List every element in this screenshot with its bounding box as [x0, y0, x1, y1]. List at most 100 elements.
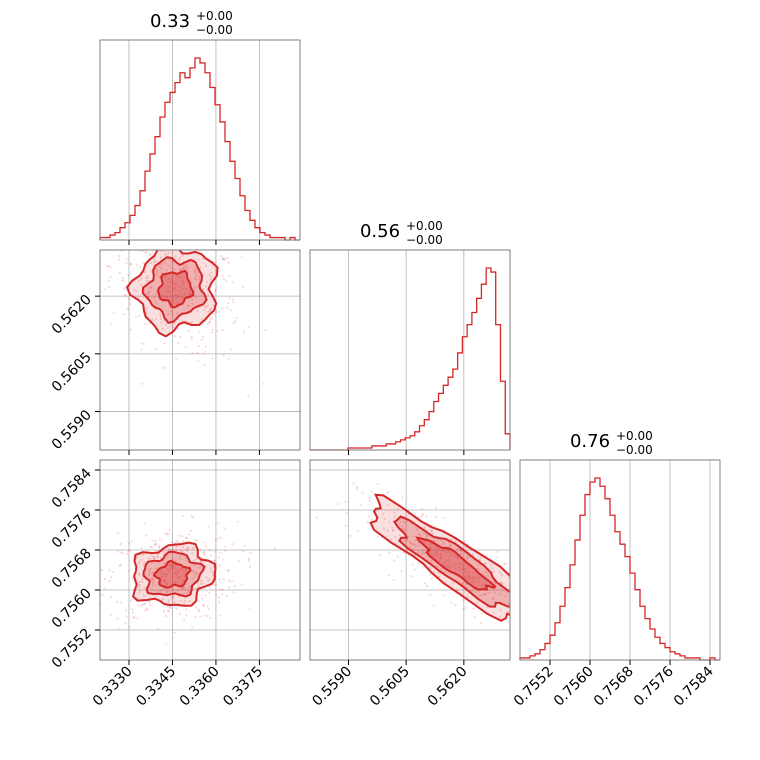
- scatter-point: [221, 593, 224, 596]
- scatter-point: [127, 569, 131, 573]
- x-tick-label: 0.3330: [90, 664, 136, 710]
- scatter-point: [376, 482, 379, 485]
- scatter-point: [137, 604, 140, 607]
- scatter-point: [156, 233, 158, 235]
- x-tick-label: 0.5620: [425, 664, 471, 710]
- scatter-point: [344, 524, 348, 527]
- scatter-point: [352, 482, 355, 485]
- scatter-point: [117, 254, 121, 258]
- scatter-point: [181, 268, 184, 271]
- scatter-point: [465, 570, 468, 573]
- scatter-point: [127, 296, 130, 299]
- scatter-point: [396, 508, 399, 511]
- scatter-point: [165, 591, 168, 594]
- x-tick-label: 0.7560: [551, 664, 597, 710]
- scatter-point: [137, 279, 140, 282]
- scatter-point: [210, 272, 213, 275]
- scatter-point: [382, 512, 385, 515]
- y-tick-label: 0.7584: [49, 465, 95, 511]
- scatter-point: [170, 267, 173, 270]
- contour-level: [125, 250, 219, 338]
- scatter-point: [222, 558, 225, 561]
- scatter-point: [224, 549, 227, 552]
- scatter-point: [471, 553, 474, 556]
- scatter-point: [126, 307, 129, 311]
- scatter-point: [213, 313, 216, 316]
- scatter-point: [167, 285, 170, 288]
- scatter-point: [393, 511, 396, 514]
- scatter-point: [175, 607, 178, 610]
- scatter-point: [175, 283, 178, 286]
- scatter-point: [185, 537, 188, 540]
- scatter-point: [122, 287, 126, 291]
- scatter-point: [183, 217, 185, 219]
- scatter-point: [136, 617, 139, 620]
- scatter-point: [451, 581, 454, 584]
- scatter-point: [212, 570, 215, 574]
- scatter-point: [173, 572, 176, 575]
- scatter-point: [402, 551, 405, 554]
- scatter-point: [430, 559, 433, 562]
- scatter-point: [145, 279, 148, 282]
- scatter-point: [230, 348, 233, 351]
- panel-frame: [519, 459, 721, 661]
- scatter-point: [135, 290, 138, 293]
- scatter-point: [176, 327, 179, 330]
- scatter-point: [171, 589, 175, 592]
- scatter-point: [120, 601, 123, 604]
- scatter-point: [189, 292, 192, 296]
- scatter-point: [425, 585, 429, 588]
- scatter-point: [108, 580, 111, 583]
- scatter-point: [411, 563, 414, 566]
- scatter-point: [164, 575, 167, 578]
- scatter-point: [153, 557, 156, 560]
- scatter-point: [403, 528, 406, 531]
- scatter-point: [160, 575, 163, 579]
- scatter-point: [131, 608, 134, 611]
- scatter-point: [125, 257, 128, 260]
- scatter-point: [512, 590, 514, 592]
- scatter-point: [391, 529, 395, 532]
- scatter-point: [209, 570, 213, 573]
- scatter-point: [197, 585, 200, 588]
- scatter-point: [433, 539, 436, 542]
- scatter-point: [185, 536, 188, 539]
- scatter-point: [152, 555, 155, 559]
- scatter-point: [207, 525, 210, 528]
- scatter-point: [158, 545, 161, 548]
- scatter-point: [200, 580, 204, 583]
- scatter-point: [169, 583, 172, 586]
- scatter-point: [171, 281, 174, 284]
- scatter-point: [174, 565, 177, 568]
- scatter-point: [394, 535, 397, 539]
- scatter-point: [164, 275, 167, 278]
- x-tick-label: 0.3345: [133, 664, 179, 710]
- scatter-point: [155, 270, 158, 273]
- scatter-point: [461, 566, 464, 569]
- scatter-point: [198, 330, 201, 333]
- scatter-point: [366, 521, 369, 524]
- scatter-point: [100, 568, 104, 572]
- scatter-point: [176, 341, 180, 345]
- scatter-point: [171, 549, 174, 552]
- scatter-point: [206, 614, 209, 618]
- scatter-point: [172, 268, 176, 271]
- scatter-point: [431, 554, 434, 557]
- scatter-point: [492, 570, 495, 573]
- scatter-point: [414, 539, 417, 542]
- scatter-point: [150, 577, 153, 580]
- scatter-point: [247, 557, 250, 560]
- scatter-point: [149, 603, 152, 606]
- scatter-point: [140, 348, 143, 351]
- scatter-point: [273, 547, 277, 550]
- scatter-point: [183, 599, 186, 603]
- scatter-point: [128, 298, 131, 301]
- scatter-point: [387, 574, 390, 577]
- title-upper-error: +0.00: [196, 9, 233, 23]
- scatter-point: [181, 587, 184, 590]
- scatter-point: [433, 554, 436, 557]
- scatter-point: [173, 287, 176, 290]
- scatter-point: [110, 576, 113, 579]
- scatter-point: [407, 535, 410, 538]
- scatter-point: [208, 591, 211, 594]
